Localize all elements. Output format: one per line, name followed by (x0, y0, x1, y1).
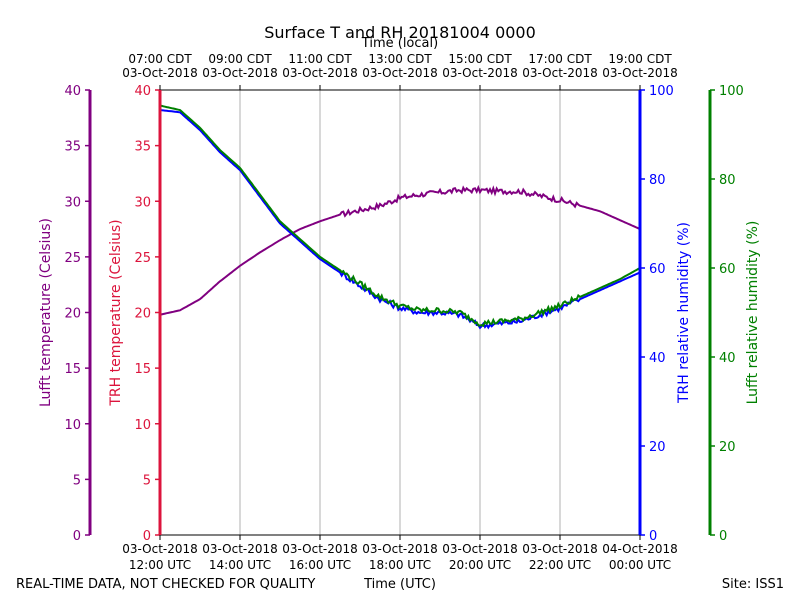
y-tick-label: 0 (719, 529, 727, 544)
y-tick-label: 20 (719, 440, 736, 455)
top-tick-date: 03-Oct-2018 (442, 66, 518, 80)
x-tick-labels: 03-Oct-2018 12:00 UTC 03-Oct-2018 14:00 UTC… (122, 52, 678, 572)
bottom-tick-time: 16:00 UTC (289, 558, 351, 572)
bottom-tick-time: 22:00 UTC (529, 558, 591, 572)
top-tick-time: 09:00 CDT (208, 52, 272, 66)
bottom-tick-date: 04-Oct-2018 (602, 542, 678, 556)
bottom-tick-date: 03-Oct-2018 (122, 542, 198, 556)
y-tick-label: 10 (64, 418, 81, 433)
y-tick-label: 0 (73, 529, 81, 544)
y-tick-label: 20 (64, 307, 81, 322)
top-tick-date: 03-Oct-2018 (602, 66, 678, 80)
y-tick-label: 60 (649, 262, 666, 277)
top-tick-date: 03-Oct-2018 (522, 66, 598, 80)
lufft-rh-axis-label: Lufft relative humidity (%) (745, 221, 761, 405)
top-tick-time: 15:00 CDT (448, 52, 512, 66)
trh-temp-axis-label: TRH temperature (Celsius) (108, 219, 124, 406)
y-tick-label: 0 (143, 529, 151, 544)
y-tick-label: 20 (649, 440, 666, 455)
y-tick-label: 80 (719, 173, 736, 188)
y-tick-label: 40 (719, 351, 736, 366)
y-tick-label: 35 (64, 140, 81, 155)
footer-quality-note: REAL-TIME DATA, NOT CHECKED FOR QUALITY (16, 577, 315, 592)
top-tick-date: 03-Oct-2018 (202, 66, 278, 80)
lufft-temp-axis-label: Lufft temperature (Celsius) (38, 218, 54, 407)
y-tick-label: 15 (134, 362, 151, 377)
y-tick-label: 100 (719, 84, 744, 99)
y-tick-label: 5 (73, 473, 81, 488)
gridlines (239, 90, 561, 535)
bottom-tick-date: 03-Oct-2018 (442, 542, 518, 556)
top-tick-time: 17:00 CDT (528, 52, 592, 66)
top-tick-time: 07:00 CDT (128, 52, 192, 66)
y-tick-label: 20 (134, 307, 151, 322)
bottom-tick-time: 00:00 UTC (609, 558, 671, 572)
y-tick-label: 35 (134, 140, 151, 155)
bottom-tick-date: 03-Oct-2018 (202, 542, 278, 556)
bottom-tick-date: 03-Oct-2018 (522, 542, 598, 556)
bottom-tick-time: 12:00 UTC (129, 558, 191, 572)
top-tick-date: 03-Oct-2018 (362, 66, 438, 80)
y-tick-label: 40 (64, 84, 81, 99)
y-tick-label: 40 (649, 351, 666, 366)
top-tick-date: 03-Oct-2018 (282, 66, 358, 80)
top-tick-date: 03-Oct-2018 (122, 66, 198, 80)
lufft-temperature-line (159, 184, 641, 316)
series-lines (159, 104, 641, 330)
footer-site: Site: ISS1 (722, 577, 784, 592)
bottom-axis-label: Time (UTC) (363, 577, 436, 592)
chart-title: Surface T and RH 20181004 0000 (264, 23, 536, 42)
y-tick-label: 30 (134, 195, 151, 210)
top-tick-time: 19:00 CDT (608, 52, 672, 66)
y-tick-label: 80 (649, 173, 666, 188)
y-tick-label: 25 (64, 251, 81, 266)
bottom-tick-date: 03-Oct-2018 (282, 542, 358, 556)
y-tick-label: 40 (134, 84, 151, 99)
y-tick-label: 100 (649, 84, 674, 99)
y-tick-label: 25 (134, 251, 151, 266)
bottom-tick-time: 20:00 UTC (449, 558, 511, 572)
top-axis-label: Time (local) (361, 36, 438, 51)
bottom-tick-time: 14:00 UTC (209, 558, 271, 572)
trh-rh-axis-label: TRH relative humidity (%) (676, 222, 692, 404)
y-tick-label: 30 (64, 195, 81, 210)
y-tick-label: 60 (719, 262, 736, 277)
lufft-relative-humidity-line (159, 104, 641, 328)
y-tick-label: 5 (143, 473, 151, 488)
y-tick-label: 10 (134, 418, 151, 433)
top-tick-time: 13:00 CDT (368, 52, 432, 66)
top-tick-time: 11:00 CDT (288, 52, 352, 66)
bottom-tick-time: 18:00 UTC (369, 558, 431, 572)
y-tick-label: 0 (649, 529, 657, 544)
y-tick-label: 15 (64, 362, 81, 377)
bottom-tick-date: 03-Oct-2018 (362, 542, 438, 556)
